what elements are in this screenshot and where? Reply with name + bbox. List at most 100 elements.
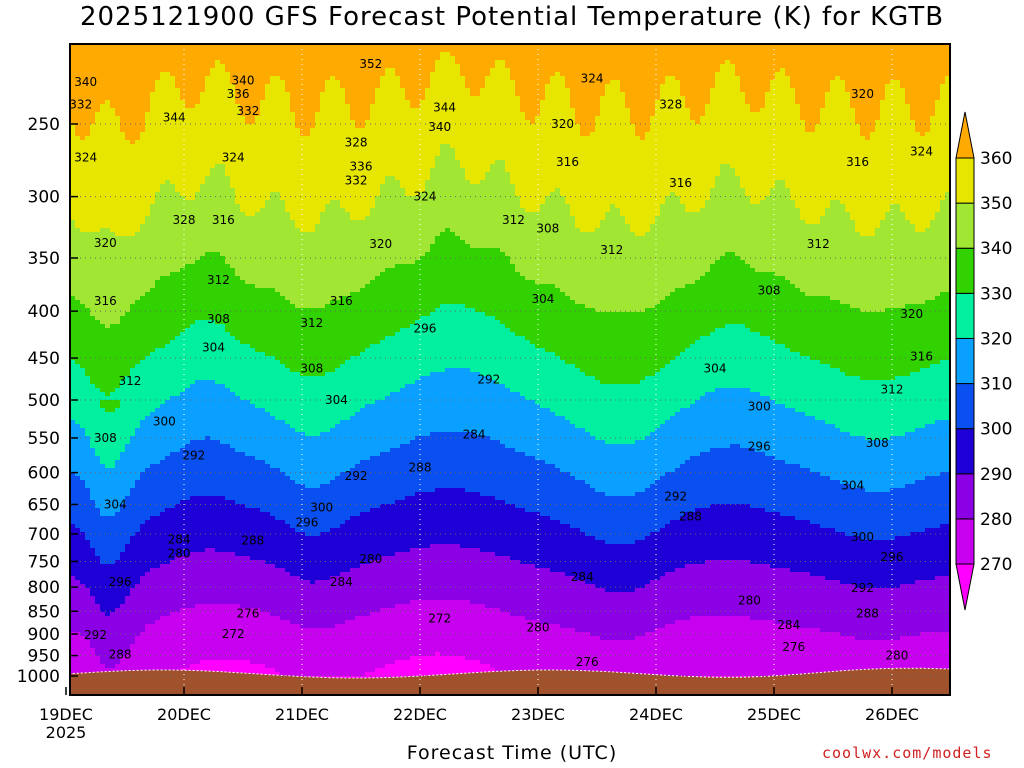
y-tick-label: 350: [28, 249, 60, 269]
contour-label: 276: [782, 640, 805, 654]
contour-label: 340: [74, 75, 97, 89]
contour-label: 344: [433, 101, 456, 115]
contour-label: 288: [109, 647, 132, 661]
y-tick-label: 700: [28, 525, 60, 545]
contour-label: 292: [182, 449, 205, 463]
y-tick-label: 850: [28, 602, 60, 622]
y-tick-label: 550: [28, 429, 60, 449]
contour-label: 316: [556, 155, 579, 169]
contour-label: 304: [841, 479, 864, 493]
contour-label: 304: [531, 292, 554, 306]
contour-label: 320: [369, 237, 392, 251]
contour-label: 316: [846, 155, 869, 169]
terrain-below-ground: [70, 667, 950, 695]
source-credit: coolwx.com/models: [822, 744, 993, 762]
colorbar-bottom-arrow: [955, 563, 975, 611]
colorbar-label: 340: [980, 239, 1012, 259]
colorbar-top-arrow: [955, 111, 975, 159]
y-tick-label: 950: [28, 647, 60, 667]
colorbar-bin: [955, 292, 975, 339]
contour-label: 288: [241, 534, 264, 548]
contour-label: 288: [409, 460, 432, 474]
contour-label: 296: [109, 575, 132, 589]
contour-label: 324: [413, 190, 436, 204]
contour-label: 300: [748, 399, 771, 413]
colorbar-label: 320: [980, 329, 1012, 349]
contour-label: 280: [168, 546, 191, 560]
colorbar-bin: [955, 247, 975, 294]
contour-label: 312: [300, 316, 323, 330]
contour-label: 328: [345, 136, 368, 150]
contour-label: 280: [738, 593, 761, 607]
contour-label: 284: [777, 618, 800, 632]
colorbar-label: 290: [980, 465, 1012, 485]
contour-label: 316: [94, 294, 117, 308]
y-tick-label: 600: [28, 464, 60, 484]
contour-label: 340: [232, 73, 255, 87]
contour-label: 312: [881, 383, 904, 397]
colorbar-bin: [955, 473, 975, 520]
contour-label: 300: [851, 530, 874, 544]
contour-label: 300: [310, 501, 333, 515]
contour-label: 272: [222, 627, 245, 641]
x-tick-label: 21DEC: [275, 705, 329, 724]
contour-label: 320: [551, 117, 574, 131]
contour-label: 308: [758, 284, 781, 298]
theta-field: [70, 44, 950, 695]
colorbar-bin: [955, 383, 975, 430]
x-tick-label: 26DEC: [865, 705, 919, 724]
contour-label: 304: [202, 340, 225, 354]
colorbar-bin: [955, 157, 975, 204]
contour-label: 304: [325, 393, 348, 407]
contour-label: 296: [748, 440, 771, 454]
x-tick-label: 25DEC: [747, 705, 801, 724]
colorbar-label: 310: [980, 375, 1012, 395]
x-tick-label: 23DEC: [511, 705, 565, 724]
plot-frame: [69, 43, 951, 696]
contour-label: 292: [477, 373, 500, 387]
colorbar-bin: [955, 518, 975, 565]
contour-label: 328: [173, 213, 196, 227]
contour-label: 280: [527, 620, 550, 634]
contour-label: 280: [359, 552, 382, 566]
contour-label: 316: [330, 294, 353, 308]
x-axis-label: Forecast Time (UTC): [0, 742, 1024, 764]
contour-label: 304: [704, 362, 727, 376]
contour-label: 312: [207, 273, 230, 287]
contour-label: 324: [581, 71, 604, 85]
x-tick-label: 24DEC: [629, 705, 683, 724]
colorbar-label: 360: [980, 149, 1012, 169]
contour-label: 324: [74, 151, 97, 165]
contour-label: 292: [84, 628, 107, 642]
contour-label: 288: [856, 607, 879, 621]
y-tick-label: 450: [28, 349, 60, 369]
contour-label: 320: [94, 236, 117, 250]
contour-label: 308: [300, 362, 323, 376]
contour-label: 312: [807, 237, 830, 251]
contour-label: 284: [571, 570, 594, 584]
colorbar-label: 280: [980, 510, 1012, 530]
y-axis: 250 300 350 400 450 500 550 600 650 700 750 800 850 9…: [17, 115, 78, 687]
contour-label: 276: [236, 607, 259, 621]
colorbar-bin: [955, 428, 975, 475]
contour-label: 312: [118, 374, 141, 388]
y-tick-label: 1000: [17, 667, 60, 687]
contour-label: 332: [236, 104, 259, 118]
contour-label: 332: [69, 97, 92, 111]
contour-label: 316: [910, 349, 933, 363]
contour-label: 296: [881, 550, 904, 564]
y-tick-label: 750: [28, 552, 60, 572]
contour-label: 292: [851, 581, 874, 595]
contour-label: 308: [94, 431, 117, 445]
contour-label: 316: [212, 213, 235, 227]
contour-label: 308: [536, 221, 559, 235]
contour-label: 324: [222, 151, 245, 165]
grid: [70, 44, 950, 695]
contour-label: 296: [413, 322, 436, 336]
contour-label: 284: [330, 575, 353, 589]
contour-label: 292: [345, 469, 368, 483]
y-tick-label: 800: [28, 578, 60, 598]
contour-label: 332: [345, 173, 368, 187]
contour-label: 272: [428, 611, 451, 625]
